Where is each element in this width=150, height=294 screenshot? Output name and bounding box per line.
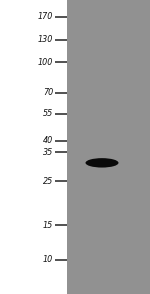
Ellipse shape bbox=[85, 158, 118, 168]
Text: 170: 170 bbox=[38, 12, 53, 21]
Text: 15: 15 bbox=[43, 220, 53, 230]
Text: 55: 55 bbox=[43, 109, 53, 118]
Text: 35: 35 bbox=[43, 148, 53, 157]
Text: 25: 25 bbox=[43, 177, 53, 186]
Text: 70: 70 bbox=[43, 88, 53, 98]
Text: 100: 100 bbox=[38, 58, 53, 67]
Text: 130: 130 bbox=[38, 35, 53, 44]
Text: 10: 10 bbox=[43, 255, 53, 264]
Text: 40: 40 bbox=[43, 136, 53, 146]
Bar bbox=[67, 0, 150, 294]
